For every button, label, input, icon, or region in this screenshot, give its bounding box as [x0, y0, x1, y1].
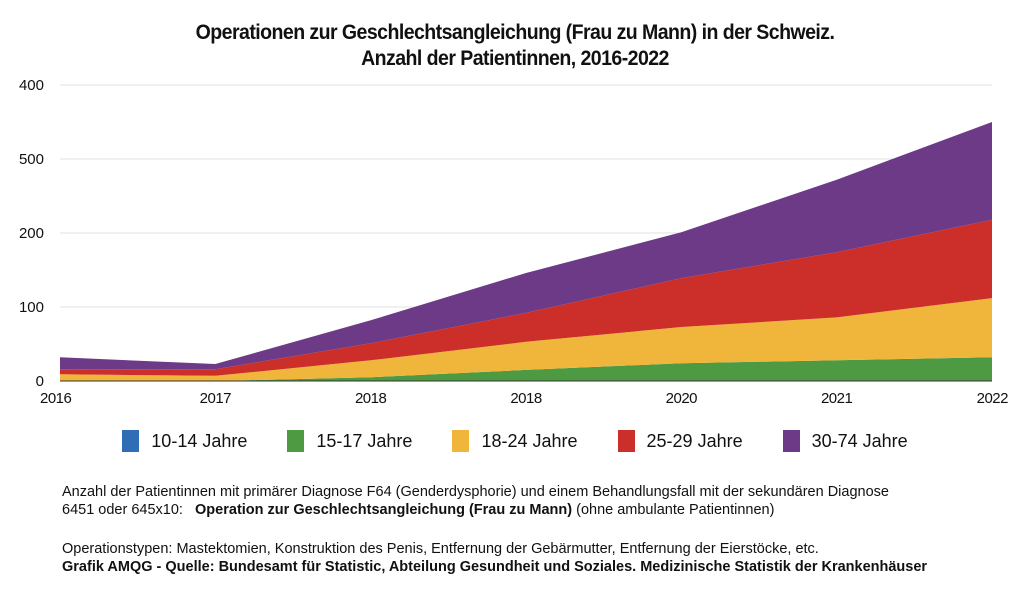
x-tick-label: 2022 [977, 390, 1009, 407]
x-tick-label: 2020 [666, 390, 698, 407]
legend-label: 15-17 Jahre [316, 430, 413, 451]
operation-types-note: Operationstypen: Mastektomien, Konstrukt… [62, 540, 1012, 576]
description-note: Anzahl der Patientinnen mit primärer Dia… [62, 483, 1012, 519]
legend-label: 30-74 Jahre [811, 430, 908, 451]
legend: 10-14 Jahre 15-17 Jahre 18-24 Jahre 25-29 J… [0, 430, 1030, 452]
note-line-1: Anzahl der Patientinnen mit primärer Dia… [62, 484, 889, 500]
title-line-2: Anzahl der Patientinnen, 2016-2022 [361, 47, 669, 70]
legend-swatch [782, 430, 800, 452]
note-line-2: 6451 oder 645x10: Operation zur Geschlec… [62, 501, 1012, 519]
note-line-3: Operationstypen: Mastektomien, Konstrukt… [62, 541, 819, 557]
legend-item: 15-17 Jahre [287, 430, 412, 452]
legend-swatch [452, 430, 470, 452]
x-tick-label: 2018 [355, 390, 387, 407]
legend-swatch [617, 430, 635, 452]
legend-label: 10-14 Jahre [151, 430, 248, 451]
area-18-24-jahre [60, 298, 992, 381]
note-operation-name: Operation zur Geschlechtsangleichung (Fr… [195, 502, 573, 518]
x-tick-label: 2021 [821, 390, 853, 407]
legend-swatch [122, 430, 140, 452]
area-25-29-jahre [60, 219, 992, 376]
legend-swatch [287, 430, 305, 452]
source-text: Grafik AMQG - Quelle: Bundesamt für Stat… [62, 559, 928, 575]
x-tick-label: 2018 [510, 390, 542, 407]
legend-item: 25-29 Jahre [617, 430, 743, 452]
y-axis-ticks: 0 100 200 500 400 [19, 77, 44, 390]
area-15-17-jahre [60, 357, 992, 381]
x-tick-label: 2017 [200, 390, 232, 407]
legend-item: 10-14 Jahre [122, 430, 247, 452]
source-note: Grafik AMQG - Quelle: Bundesamt für Stat… [62, 558, 1012, 576]
title-line-1: Operationen zur Geschlechtsangleichung (… [195, 21, 835, 44]
x-axis-ticks: 2016 2017 2018 2018 2020 2021 2022 [40, 390, 1009, 407]
y-tick-label: 500 [19, 151, 44, 168]
legend-label: 18-24 Jahre [481, 430, 578, 451]
y-tick-label: 100 [19, 299, 44, 316]
legend-label: 25-29 Jahre [646, 430, 743, 451]
x-tick-label: 2016 [40, 390, 72, 407]
y-tick-label: 200 [19, 225, 44, 242]
legend-item: 18-24 Jahre [452, 430, 578, 452]
y-tick-label: 400 [19, 77, 44, 94]
y-tick-label: 0 [36, 373, 44, 390]
chart-title: Operationen zur Geschlechtsangleichung (… [0, 20, 1030, 72]
note-diagnosis-codes: 6451 oder 645x10: [62, 502, 183, 518]
legend-item: 30-74 Jahre [782, 430, 908, 452]
area-30-74-jahre [60, 122, 992, 370]
stacked-areas [60, 122, 992, 381]
note-exclusion: (ohne ambulante Patientinnen) [576, 502, 775, 518]
